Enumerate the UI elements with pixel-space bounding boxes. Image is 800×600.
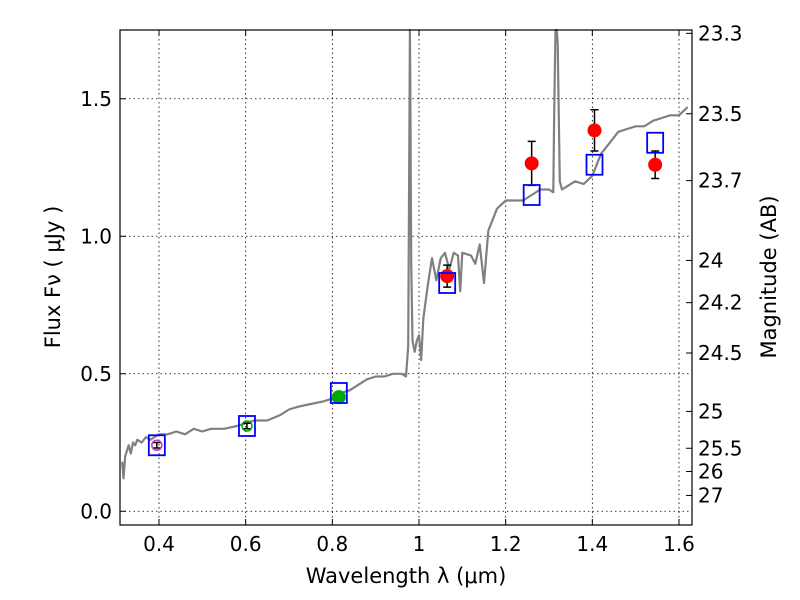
model-point [329, 382, 348, 404]
right-axis-title: Magnitude (AB) [757, 195, 781, 358]
model-point [585, 153, 604, 176]
right-tick-label: 23.7 [698, 169, 743, 193]
observed-point [241, 420, 253, 432]
observed-point [524, 156, 539, 171]
y-tick-label: 1.0 [80, 224, 112, 248]
observed-point [648, 157, 663, 172]
x-axis-title: Wavelength λ (μm) [306, 564, 507, 588]
right-tick-label: 23.5 [698, 102, 743, 126]
plot-frame [119, 29, 693, 526]
right-tick-label: 25 [698, 399, 723, 423]
y-tick-label: 0.0 [80, 499, 112, 523]
right-tick-label: 24.5 [698, 341, 743, 365]
right-tick-label: 23.3 [698, 21, 743, 45]
model-point [646, 131, 665, 154]
right-tick-label: 25.5 [698, 436, 743, 460]
x-tick-label: 0.6 [230, 532, 262, 556]
right-tick-label: 24 [698, 248, 723, 272]
right-tick-label: 24.2 [698, 291, 743, 315]
observed-point [440, 269, 455, 284]
observed-point [151, 439, 163, 451]
x-tick-label: 1 [413, 532, 426, 556]
right-tick-label: 27 [698, 483, 723, 507]
right-tick-label: 26 [698, 460, 723, 484]
x-tick-label: 1.6 [663, 532, 695, 556]
x-tick-label: 0.4 [143, 532, 175, 556]
y-tick-label: 0.5 [80, 362, 112, 386]
model-point [438, 272, 457, 294]
y-axis-title: Flux Fν ( μJy ) [41, 206, 65, 349]
template-spectrum [121, 28, 689, 480]
x-tick-label: 1.4 [576, 532, 608, 556]
observed-point [587, 123, 602, 138]
model-point [147, 434, 166, 457]
photometry-points [147, 109, 665, 457]
x-tick-label: 1.2 [490, 532, 522, 556]
y-tick-label: 1.5 [80, 87, 112, 111]
template-spectrum-line [121, 28, 689, 480]
tick-labels: 0.4 0.6 0.8 1 1.2 1.4 1.6 0.0 0.5 1.0 1.5 23.3 23.5 2… [80, 21, 742, 556]
grid-lines [120, 30, 692, 525]
x-tick-label: 0.8 [316, 532, 348, 556]
model-point [522, 184, 541, 206]
axis-ticks [120, 30, 692, 525]
observed-point [331, 390, 346, 405]
model-point [238, 415, 256, 437]
